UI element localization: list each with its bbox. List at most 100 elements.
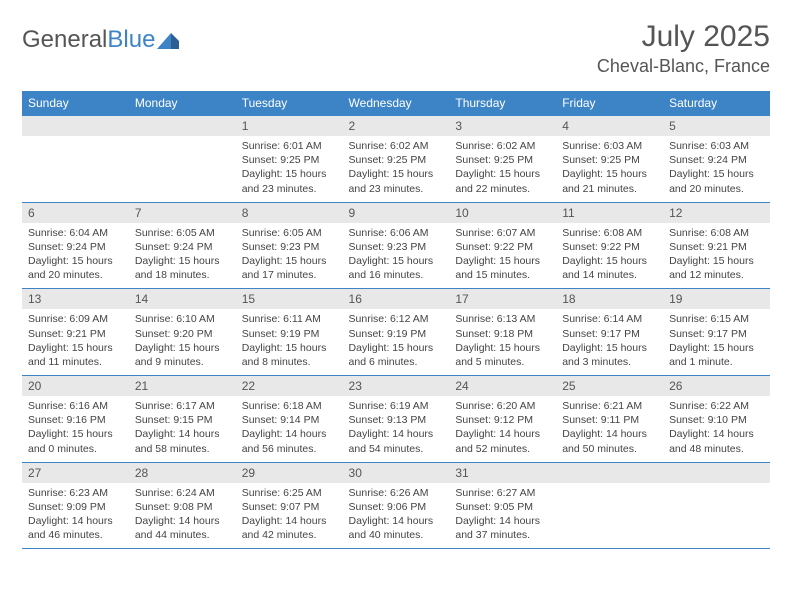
day-data: Sunrise: 6:22 AMSunset: 9:10 PMDaylight:… <box>663 396 770 462</box>
day-number: 19 <box>663 289 770 309</box>
day-number-empty <box>663 463 770 483</box>
day-number: 2 <box>343 116 450 136</box>
day-number: 14 <box>129 289 236 309</box>
day-data: Sunrise: 6:25 AMSunset: 9:07 PMDaylight:… <box>236 483 343 549</box>
day-data: Sunrise: 6:19 AMSunset: 9:13 PMDaylight:… <box>343 396 450 462</box>
day-data: Sunrise: 6:08 AMSunset: 9:21 PMDaylight:… <box>663 223 770 289</box>
day-number: 26 <box>663 376 770 396</box>
day-number: 3 <box>449 116 556 136</box>
week-row: 6Sunrise: 6:04 AMSunset: 9:24 PMDaylight… <box>22 202 770 289</box>
day-data-empty <box>22 136 129 190</box>
day-cell <box>663 462 770 548</box>
day-data: Sunrise: 6:20 AMSunset: 9:12 PMDaylight:… <box>449 396 556 462</box>
day-cell <box>22 116 129 203</box>
month-title: July 2025 <box>597 20 770 54</box>
day-number: 12 <box>663 203 770 223</box>
day-number: 6 <box>22 203 129 223</box>
day-data: Sunrise: 6:02 AMSunset: 9:25 PMDaylight:… <box>343 136 450 202</box>
day-data: Sunrise: 6:23 AMSunset: 9:09 PMDaylight:… <box>22 483 129 549</box>
day-cell: 12Sunrise: 6:08 AMSunset: 9:21 PMDayligh… <box>663 202 770 289</box>
logo-word1: General <box>22 26 107 53</box>
day-number: 1 <box>236 116 343 136</box>
day-cell: 1Sunrise: 6:01 AMSunset: 9:25 PMDaylight… <box>236 116 343 203</box>
day-data: Sunrise: 6:14 AMSunset: 9:17 PMDaylight:… <box>556 309 663 375</box>
day-number: 8 <box>236 203 343 223</box>
week-row: 1Sunrise: 6:01 AMSunset: 9:25 PMDaylight… <box>22 116 770 203</box>
day-data: Sunrise: 6:03 AMSunset: 9:24 PMDaylight:… <box>663 136 770 202</box>
day-number: 17 <box>449 289 556 309</box>
week-row: 13Sunrise: 6:09 AMSunset: 9:21 PMDayligh… <box>22 289 770 376</box>
day-data: Sunrise: 6:13 AMSunset: 9:18 PMDaylight:… <box>449 309 556 375</box>
logo-word2: Blue <box>107 26 155 53</box>
day-cell: 3Sunrise: 6:02 AMSunset: 9:25 PMDaylight… <box>449 116 556 203</box>
day-data: Sunrise: 6:11 AMSunset: 9:19 PMDaylight:… <box>236 309 343 375</box>
day-number: 15 <box>236 289 343 309</box>
week-row: 27Sunrise: 6:23 AMSunset: 9:09 PMDayligh… <box>22 462 770 548</box>
day-number: 13 <box>22 289 129 309</box>
day-cell: 31Sunrise: 6:27 AMSunset: 9:05 PMDayligh… <box>449 462 556 548</box>
day-cell: 7Sunrise: 6:05 AMSunset: 9:24 PMDaylight… <box>129 202 236 289</box>
day-number-empty <box>129 116 236 136</box>
day-cell: 11Sunrise: 6:08 AMSunset: 9:22 PMDayligh… <box>556 202 663 289</box>
day-data: Sunrise: 6:10 AMSunset: 9:20 PMDaylight:… <box>129 309 236 375</box>
day-cell: 18Sunrise: 6:14 AMSunset: 9:17 PMDayligh… <box>556 289 663 376</box>
day-number: 4 <box>556 116 663 136</box>
day-cell: 21Sunrise: 6:17 AMSunset: 9:15 PMDayligh… <box>129 376 236 463</box>
day-data: Sunrise: 6:17 AMSunset: 9:15 PMDaylight:… <box>129 396 236 462</box>
day-number: 9 <box>343 203 450 223</box>
day-cell: 20Sunrise: 6:16 AMSunset: 9:16 PMDayligh… <box>22 376 129 463</box>
day-number: 27 <box>22 463 129 483</box>
day-data: Sunrise: 6:06 AMSunset: 9:23 PMDaylight:… <box>343 223 450 289</box>
day-data: Sunrise: 6:27 AMSunset: 9:05 PMDaylight:… <box>449 483 556 549</box>
day-cell: 23Sunrise: 6:19 AMSunset: 9:13 PMDayligh… <box>343 376 450 463</box>
day-cell: 17Sunrise: 6:13 AMSunset: 9:18 PMDayligh… <box>449 289 556 376</box>
day-cell <box>556 462 663 548</box>
header: GeneralBlue July 2025 Cheval-Blanc, Fran… <box>22 20 770 77</box>
day-number: 28 <box>129 463 236 483</box>
day-cell: 13Sunrise: 6:09 AMSunset: 9:21 PMDayligh… <box>22 289 129 376</box>
logo-text: GeneralBlue <box>22 26 155 54</box>
dow-tuesday: Tuesday <box>236 91 343 116</box>
calendar-table: Sunday Monday Tuesday Wednesday Thursday… <box>22 91 770 548</box>
day-number: 10 <box>449 203 556 223</box>
day-data: Sunrise: 6:09 AMSunset: 9:21 PMDaylight:… <box>22 309 129 375</box>
day-number: 25 <box>556 376 663 396</box>
day-number: 31 <box>449 463 556 483</box>
logo-triangle-icon <box>157 31 179 49</box>
dow-row: Sunday Monday Tuesday Wednesday Thursday… <box>22 91 770 116</box>
day-cell: 15Sunrise: 6:11 AMSunset: 9:19 PMDayligh… <box>236 289 343 376</box>
day-number-empty <box>556 463 663 483</box>
day-cell: 16Sunrise: 6:12 AMSunset: 9:19 PMDayligh… <box>343 289 450 376</box>
day-number: 29 <box>236 463 343 483</box>
day-cell: 2Sunrise: 6:02 AMSunset: 9:25 PMDaylight… <box>343 116 450 203</box>
day-number: 7 <box>129 203 236 223</box>
day-data: Sunrise: 6:26 AMSunset: 9:06 PMDaylight:… <box>343 483 450 549</box>
day-cell: 24Sunrise: 6:20 AMSunset: 9:12 PMDayligh… <box>449 376 556 463</box>
day-data: Sunrise: 6:16 AMSunset: 9:16 PMDaylight:… <box>22 396 129 462</box>
day-number: 20 <box>22 376 129 396</box>
day-data-empty <box>556 483 663 537</box>
day-number: 5 <box>663 116 770 136</box>
dow-sunday: Sunday <box>22 91 129 116</box>
day-data-empty <box>663 483 770 537</box>
logo: GeneralBlue <box>22 20 179 54</box>
day-data: Sunrise: 6:01 AMSunset: 9:25 PMDaylight:… <box>236 136 343 202</box>
dow-saturday: Saturday <box>663 91 770 116</box>
day-cell: 4Sunrise: 6:03 AMSunset: 9:25 PMDaylight… <box>556 116 663 203</box>
day-data: Sunrise: 6:24 AMSunset: 9:08 PMDaylight:… <box>129 483 236 549</box>
dow-friday: Friday <box>556 91 663 116</box>
day-data: Sunrise: 6:05 AMSunset: 9:24 PMDaylight:… <box>129 223 236 289</box>
day-cell: 19Sunrise: 6:15 AMSunset: 9:17 PMDayligh… <box>663 289 770 376</box>
dow-monday: Monday <box>129 91 236 116</box>
day-cell: 8Sunrise: 6:05 AMSunset: 9:23 PMDaylight… <box>236 202 343 289</box>
day-cell <box>129 116 236 203</box>
day-cell: 28Sunrise: 6:24 AMSunset: 9:08 PMDayligh… <box>129 462 236 548</box>
day-data: Sunrise: 6:04 AMSunset: 9:24 PMDaylight:… <box>22 223 129 289</box>
day-cell: 27Sunrise: 6:23 AMSunset: 9:09 PMDayligh… <box>22 462 129 548</box>
day-number: 21 <box>129 376 236 396</box>
day-data: Sunrise: 6:07 AMSunset: 9:22 PMDaylight:… <box>449 223 556 289</box>
day-data: Sunrise: 6:02 AMSunset: 9:25 PMDaylight:… <box>449 136 556 202</box>
day-data: Sunrise: 6:15 AMSunset: 9:17 PMDaylight:… <box>663 309 770 375</box>
day-data: Sunrise: 6:21 AMSunset: 9:11 PMDaylight:… <box>556 396 663 462</box>
day-cell: 22Sunrise: 6:18 AMSunset: 9:14 PMDayligh… <box>236 376 343 463</box>
